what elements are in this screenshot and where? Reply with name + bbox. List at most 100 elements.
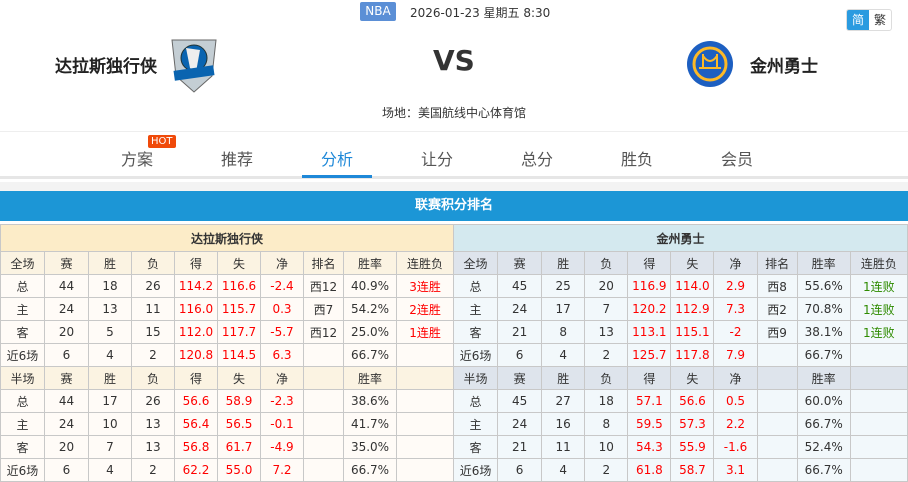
table-cell: 24 — [44, 297, 89, 321]
table-cell: 59.5 — [627, 412, 672, 436]
venue: 场地：美国航线中心体育馆 — [381, 106, 526, 120]
table-cell: 38.1% — [796, 320, 851, 344]
table-cell — [756, 412, 798, 436]
table-cell: 27 — [541, 389, 586, 413]
table-row: 客 20 5 15 112.0 117.7 -5.7 西12 25.0% 1连胜 — [0, 320, 455, 344]
table-cell: 116.9 — [627, 274, 672, 298]
table-cell: 16 — [541, 412, 586, 436]
table-cell: 56.5 — [217, 412, 261, 436]
table-cell — [849, 389, 908, 413]
table-cell: 10 — [584, 435, 629, 459]
table-cell: 66.7% — [796, 412, 851, 436]
table-cell: 2 — [131, 343, 175, 367]
table-cell: 17 — [541, 297, 586, 321]
column-header: 得 — [174, 251, 218, 275]
language-toggle[interactable]: 简 繁 — [846, 9, 892, 31]
table-cell: 西7 — [303, 297, 344, 321]
column-header: 赛 — [497, 366, 543, 390]
table-cell: 61.8 — [627, 458, 672, 482]
column-header: 半场 — [452, 366, 499, 390]
table-cell: -5.7 — [260, 320, 304, 344]
table-cell: 44 — [44, 389, 89, 413]
table-cell: 0.5 — [713, 389, 758, 413]
simplified-button[interactable]: 简 — [847, 10, 869, 30]
table-cell: 26 — [131, 389, 175, 413]
table-cell: 1连败 — [849, 320, 908, 344]
table-cell: 56.4 — [174, 412, 218, 436]
table-cell: 6 — [497, 343, 543, 367]
column-header: 负 — [131, 251, 175, 275]
table-cell: 40.9% — [343, 274, 397, 298]
tab-plan[interactable]: 方案 — [120, 150, 153, 169]
table-cell: 66.7% — [796, 458, 851, 482]
column-header: 胜 — [88, 366, 132, 390]
table-cell: 112.0 — [174, 320, 218, 344]
table-cell: 2 — [584, 343, 629, 367]
traditional-button[interactable]: 繁 — [873, 13, 886, 27]
table-cell: 1连胜 — [395, 320, 455, 344]
column-header: 赛 — [44, 251, 89, 275]
table-cell: 8 — [541, 320, 586, 344]
column-header: 失 — [670, 251, 715, 275]
table-cell: 116.0 — [174, 297, 218, 321]
table-cell: 11 — [131, 297, 175, 321]
column-header — [849, 366, 908, 390]
table-cell: 西2 — [756, 297, 798, 321]
table-row: 主 24 13 11 116.0 115.7 0.3 西7 54.2% 2连胜 — [0, 297, 455, 321]
table-cell: 114.2 — [174, 274, 218, 298]
column-header: 负 — [584, 366, 629, 390]
tab-recommend[interactable]: 推荐 — [220, 150, 253, 169]
column-header: 胜 — [88, 251, 132, 275]
table-cell: 56.8 — [174, 435, 218, 459]
tab-moneyline[interactable]: 胜负 — [620, 150, 653, 169]
table-team-title: 达拉斯独行侠 — [0, 224, 455, 252]
table-row: 总 45 25 20 116.9 114.0 2.9 西8 55.6% 1连败 — [452, 274, 908, 298]
table-cell: 21 — [497, 435, 543, 459]
league-badge[interactable]: NBA — [360, 2, 396, 21]
tab-member[interactable]: 会员 — [720, 150, 753, 169]
table-cell: 57.1 — [627, 389, 672, 413]
table-cell: 6 — [44, 343, 89, 367]
table-cell: 主 — [0, 412, 45, 436]
column-header — [756, 366, 798, 390]
table-cell: -2.3 — [260, 389, 304, 413]
column-header: 得 — [174, 366, 218, 390]
table-cell: 17 — [88, 389, 132, 413]
table-cell: 7.9 — [713, 343, 758, 367]
table-cell: 45 — [497, 274, 543, 298]
table-row: 近6场 6 4 2 61.8 58.7 3.1 66.7% — [452, 458, 908, 482]
table-cell: 西9 — [756, 320, 798, 344]
table-cell: 7 — [88, 435, 132, 459]
column-header: 失 — [670, 366, 715, 390]
home-standings-table: 达拉斯独行侠 全场赛胜负得失净排名 胜率 连胜负总 44 18 26 114.2 116.6 -2… — [0, 224, 455, 482]
table-team-title: 金州勇士 — [453, 224, 908, 252]
table-cell: 21 — [497, 320, 543, 344]
table-cell: 2 — [584, 458, 629, 482]
table-cell: 6 — [497, 458, 543, 482]
table-cell: 西12 — [303, 274, 344, 298]
table-cell: 66.7% — [796, 343, 851, 367]
table-cell — [849, 412, 908, 436]
table-cell: 114.5 — [217, 343, 261, 367]
column-header: 胜率 — [343, 366, 397, 390]
half-header-row: 半场赛胜负得失净 胜率 — [452, 366, 908, 390]
tab-total[interactable]: 总分 — [520, 150, 553, 169]
table-cell — [849, 458, 908, 482]
table-cell: 60.0% — [796, 389, 851, 413]
table-cell: 44 — [44, 274, 89, 298]
tab-analysis[interactable]: 分析 — [320, 150, 353, 169]
table-cell: 113.1 — [627, 320, 672, 344]
table-cell: 117.7 — [217, 320, 261, 344]
vs-label: VS — [433, 44, 475, 77]
table-cell: 55.0 — [217, 458, 261, 482]
table-row: 总 45 27 18 57.1 56.6 0.5 60.0% — [452, 389, 908, 413]
table-cell: 4 — [541, 343, 586, 367]
table-cell: 4 — [88, 458, 132, 482]
table-cell: 18 — [88, 274, 132, 298]
tab-handicap[interactable]: 让分 — [420, 150, 453, 169]
table-cell: 3连胜 — [395, 274, 455, 298]
table-row: 近6场 6 4 2 62.2 55.0 7.2 66.7% — [0, 458, 455, 482]
table-cell: 3.1 — [713, 458, 758, 482]
column-header: 赛 — [44, 366, 89, 390]
table-cell: 54.3 — [627, 435, 672, 459]
